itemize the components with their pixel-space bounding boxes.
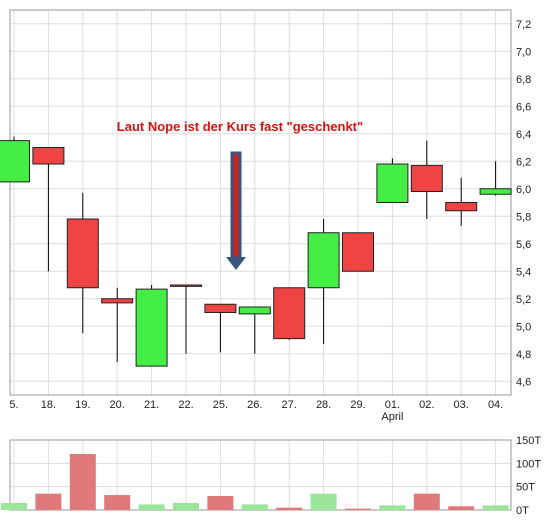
candle-body (170, 284, 202, 287)
price-y-tick-label: 6,6 (516, 101, 531, 113)
candle-body (376, 163, 409, 203)
x-tick-label: 03. (454, 399, 469, 411)
volume-y-tick-label: 50T (516, 482, 535, 494)
volume-bar (207, 496, 234, 510)
candle-body (479, 188, 512, 195)
x-tick-label: 29. (350, 399, 365, 411)
volume-bar (345, 508, 371, 510)
candle-body (101, 298, 134, 304)
candle-body (135, 288, 168, 367)
price-plot-frame (9, 9, 512, 396)
candle-body (32, 147, 65, 165)
candle (342, 232, 374, 272)
price-y-tick-label: 6,2 (516, 156, 531, 168)
price-grid (10, 10, 511, 395)
price-y-tick-label: 6,0 (516, 184, 531, 196)
candle-body (204, 303, 237, 313)
volume-bar (173, 503, 199, 510)
price-y-tick-label: 6,8 (516, 74, 531, 86)
annotation-text: Laut Nope ist der Kurs fast "geschenkt" (117, 119, 363, 134)
volume-y-tick-label: 150T (516, 435, 541, 447)
price-y-tick-label: 5,0 (516, 321, 531, 333)
candle (307, 219, 340, 345)
price-y-tick-label: 5,6 (516, 239, 531, 251)
candle-body (66, 218, 99, 289)
x-tick-label: 02. (419, 399, 434, 411)
candle-body (410, 164, 443, 192)
x-tick-label: 25. (213, 399, 228, 411)
price-y-tick-label: 5,4 (516, 266, 531, 278)
x-axis: 5. 18. 19. 20. 21. 22. 25. 26. 27. 28. 29. 01. 02. 03… (9, 399, 503, 423)
volume-bar (310, 493, 337, 510)
candle (238, 306, 271, 354)
x-tick-label: 04. (488, 399, 503, 411)
candle (445, 177, 478, 226)
volume-y-tick-label: 0T (516, 505, 529, 517)
x-tick-label: 21. (144, 399, 159, 411)
volume-bar (276, 507, 303, 510)
candle (376, 158, 409, 203)
x-tick-label: 19. (75, 399, 90, 411)
candle-body (0, 140, 30, 183)
price-y-tick-label: 7,2 (516, 19, 531, 31)
candle (32, 147, 65, 272)
candle (66, 192, 99, 334)
volume-bar (241, 504, 268, 510)
price-y-axis: 4,6 4,8 5,0 5,2 5,4 5,6 5,8 6,0 6,2 6,4 6,6 6,8 7,0 7… (516, 19, 531, 389)
candle-body (273, 287, 306, 340)
candle-body (307, 232, 340, 289)
x-tick-label: 01. (385, 399, 400, 411)
price-y-tick-label: 5,8 (516, 211, 531, 223)
candle (479, 161, 512, 196)
volume-bar (104, 495, 131, 510)
x-month-label: April (381, 411, 403, 423)
candle (0, 136, 30, 183)
price-y-tick-label: 4,6 (516, 376, 531, 388)
candle (410, 140, 443, 219)
volume-bar (413, 493, 440, 510)
candle (273, 287, 306, 340)
volume-bar (379, 505, 406, 510)
volume-bar (138, 504, 165, 510)
candles (0, 136, 512, 367)
volume-bar (69, 454, 96, 510)
volume-bar (448, 506, 475, 510)
price-y-tick-label: 6,4 (516, 129, 531, 141)
candle (101, 287, 134, 362)
candle (135, 285, 168, 367)
volume-bar (1, 503, 27, 510)
candle (204, 303, 237, 353)
candle-body (445, 202, 478, 212)
x-tick-label: 22. (178, 399, 193, 411)
volume-y-axis: 0T 50T 100T 150T (516, 435, 541, 517)
price-y-tick-label: 5,2 (516, 294, 531, 306)
volume-bars (1, 454, 509, 510)
candle-body (238, 306, 271, 315)
x-tick-label: 5. (9, 399, 18, 411)
x-tick-label: 26. (247, 399, 262, 411)
volume-y-tick-label: 100T (516, 458, 541, 470)
candle (170, 284, 202, 354)
price-y-tick-label: 7,0 (516, 46, 531, 58)
volume-bar (482, 505, 509, 510)
down-arrow-icon (226, 151, 246, 270)
x-tick-label: 28. (316, 399, 331, 411)
candle-body (342, 232, 374, 272)
price-y-tick-label: 4,8 (516, 349, 531, 361)
x-tick-label: 27. (282, 399, 297, 411)
volume-bar (35, 493, 62, 510)
x-tick-label: 20. (110, 399, 125, 411)
x-tick-label: 18. (41, 399, 56, 411)
